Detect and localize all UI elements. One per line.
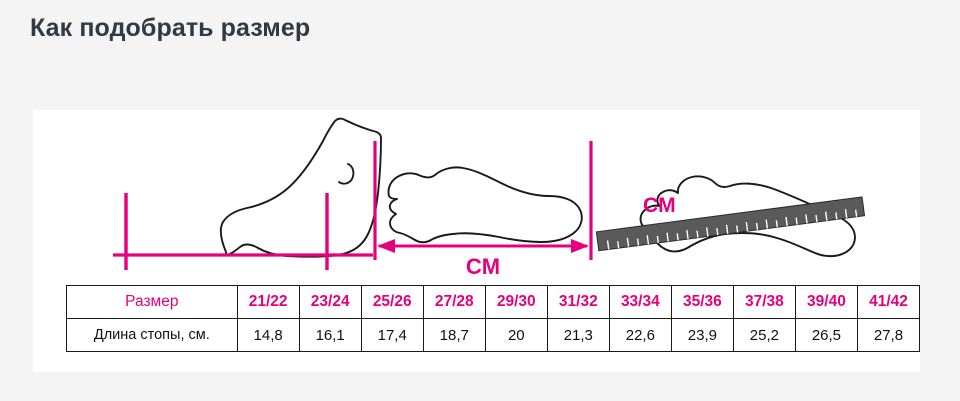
size-cell: 23/24 bbox=[298, 285, 362, 319]
length-cell: 18,7 bbox=[422, 318, 486, 352]
length-cell: 25,2 bbox=[732, 318, 796, 352]
length-cell: 16,1 bbox=[298, 318, 362, 352]
page-title: Как подобрать размер bbox=[30, 14, 311, 42]
table-row-size: Размер 21/22 23/24 25/26 27/28 29/30 31/… bbox=[66, 285, 921, 319]
size-cell: 39/40 bbox=[794, 285, 858, 319]
length-cell: 26,5 bbox=[794, 318, 858, 352]
size-cell: 29/30 bbox=[484, 285, 548, 319]
foot-side-outline bbox=[219, 117, 382, 258]
size-cell: 25/26 bbox=[360, 285, 424, 319]
diagram-row: CM bbox=[33, 110, 920, 280]
cm-label-tape: CM bbox=[643, 194, 676, 217]
tape-ticks bbox=[606, 209, 858, 250]
size-cell: 41/42 bbox=[856, 285, 921, 319]
arrow-head-left bbox=[377, 239, 395, 253]
ankle-bone-mark bbox=[338, 163, 355, 185]
length-cell: 20 bbox=[484, 318, 548, 352]
length-cell: 22,6 bbox=[608, 318, 672, 352]
foot-side-view-diagram bbox=[95, 107, 385, 277]
foot-sole-outline bbox=[387, 166, 583, 244]
size-table: Размер 21/22 23/24 25/26 27/28 29/30 31/… bbox=[66, 285, 921, 352]
length-cell: 17,4 bbox=[360, 318, 424, 352]
foot-tape-diagram: CM bbox=[593, 150, 873, 280]
size-cell: 35/36 bbox=[670, 285, 734, 319]
length-cell: 23,9 bbox=[670, 318, 734, 352]
arrow-head-right bbox=[571, 239, 589, 253]
row-label-size: Размер bbox=[66, 285, 238, 319]
size-cell: 27/28 bbox=[422, 285, 486, 319]
length-cell: 14,8 bbox=[236, 318, 300, 352]
cm-label-top-view: CM bbox=[466, 254, 500, 278]
length-cell: 27,8 bbox=[856, 318, 921, 352]
size-cell: 33/34 bbox=[608, 285, 672, 319]
row-label-foot-length: Длина стопы, см. bbox=[66, 318, 238, 352]
foot-top-view-diagram: CM bbox=[363, 138, 603, 278]
size-cell: 31/32 bbox=[546, 285, 610, 319]
length-cell: 21,3 bbox=[546, 318, 610, 352]
size-cell: 37/38 bbox=[732, 285, 796, 319]
size-cell: 21/22 bbox=[236, 285, 300, 319]
tape-body bbox=[595, 196, 866, 252]
table-row-foot-length: Длина стопы, см. 14,8 16,1 17,4 18,7 20 … bbox=[66, 318, 921, 352]
measuring-tape bbox=[595, 196, 866, 252]
content-panel: CM bbox=[33, 110, 921, 372]
